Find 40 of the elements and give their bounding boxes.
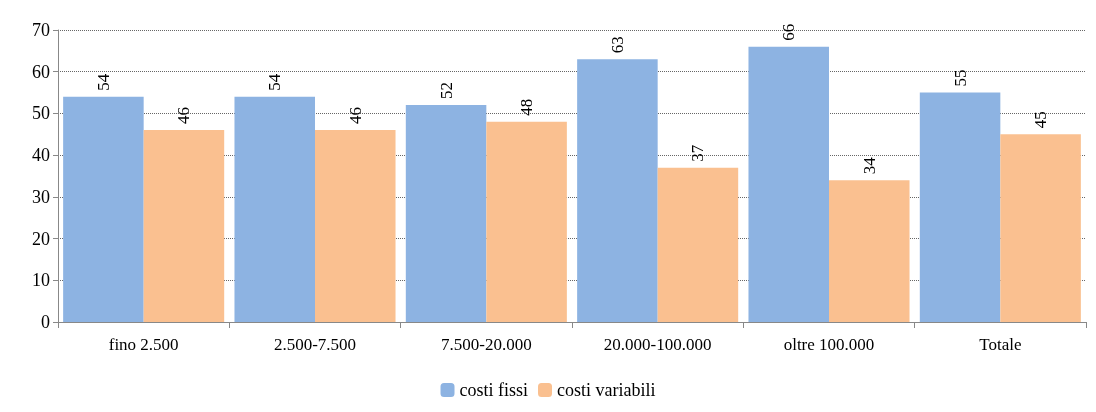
- data-label: 55: [950, 69, 970, 87]
- x-tick-label: Totale: [979, 335, 1022, 354]
- legend-label: costi fissi: [459, 380, 529, 400]
- data-label: 63: [607, 36, 627, 54]
- bar: [657, 167, 739, 322]
- data-label: 48: [517, 98, 537, 116]
- y-tick-label: 0: [41, 312, 50, 332]
- data-label: 66: [779, 23, 799, 41]
- data-label: 54: [265, 73, 285, 91]
- y-tick-label: 50: [32, 103, 50, 124]
- bar: [315, 130, 396, 322]
- bar: [748, 46, 829, 322]
- y-tick-label: 30: [32, 186, 50, 207]
- data-label: 46: [345, 107, 365, 125]
- data-label: 46: [174, 107, 194, 125]
- data-label: 52: [436, 82, 456, 100]
- x-tick-label: 7.500-20.000: [441, 335, 532, 354]
- y-tick-label: 10: [32, 270, 50, 291]
- x-tick-label: 20.000-100.000: [603, 335, 712, 354]
- y-tick-label: 70: [32, 20, 50, 40]
- bar: [577, 59, 658, 322]
- data-label: 45: [1031, 111, 1051, 129]
- y-tick-label: 20: [32, 228, 50, 249]
- bar: [1000, 134, 1081, 322]
- bar: [63, 96, 144, 322]
- bar: [143, 130, 225, 322]
- data-label: 54: [93, 73, 113, 91]
- legend-label: costi variabili: [557, 380, 656, 400]
- bar: [405, 105, 487, 322]
- bar: [919, 92, 1001, 322]
- data-label: 37: [688, 144, 708, 162]
- y-tick-label: 40: [32, 145, 50, 166]
- x-tick-label: oltre 100.000: [783, 335, 875, 354]
- bar: [829, 180, 910, 322]
- y-tick-label: 60: [32, 61, 50, 82]
- bar: [234, 96, 315, 322]
- x-tick-label: fino 2.500: [108, 335, 179, 354]
- x-tick-label: 2.500-7.500: [273, 335, 357, 354]
- data-label: 34: [859, 156, 879, 175]
- bar: [486, 121, 567, 322]
